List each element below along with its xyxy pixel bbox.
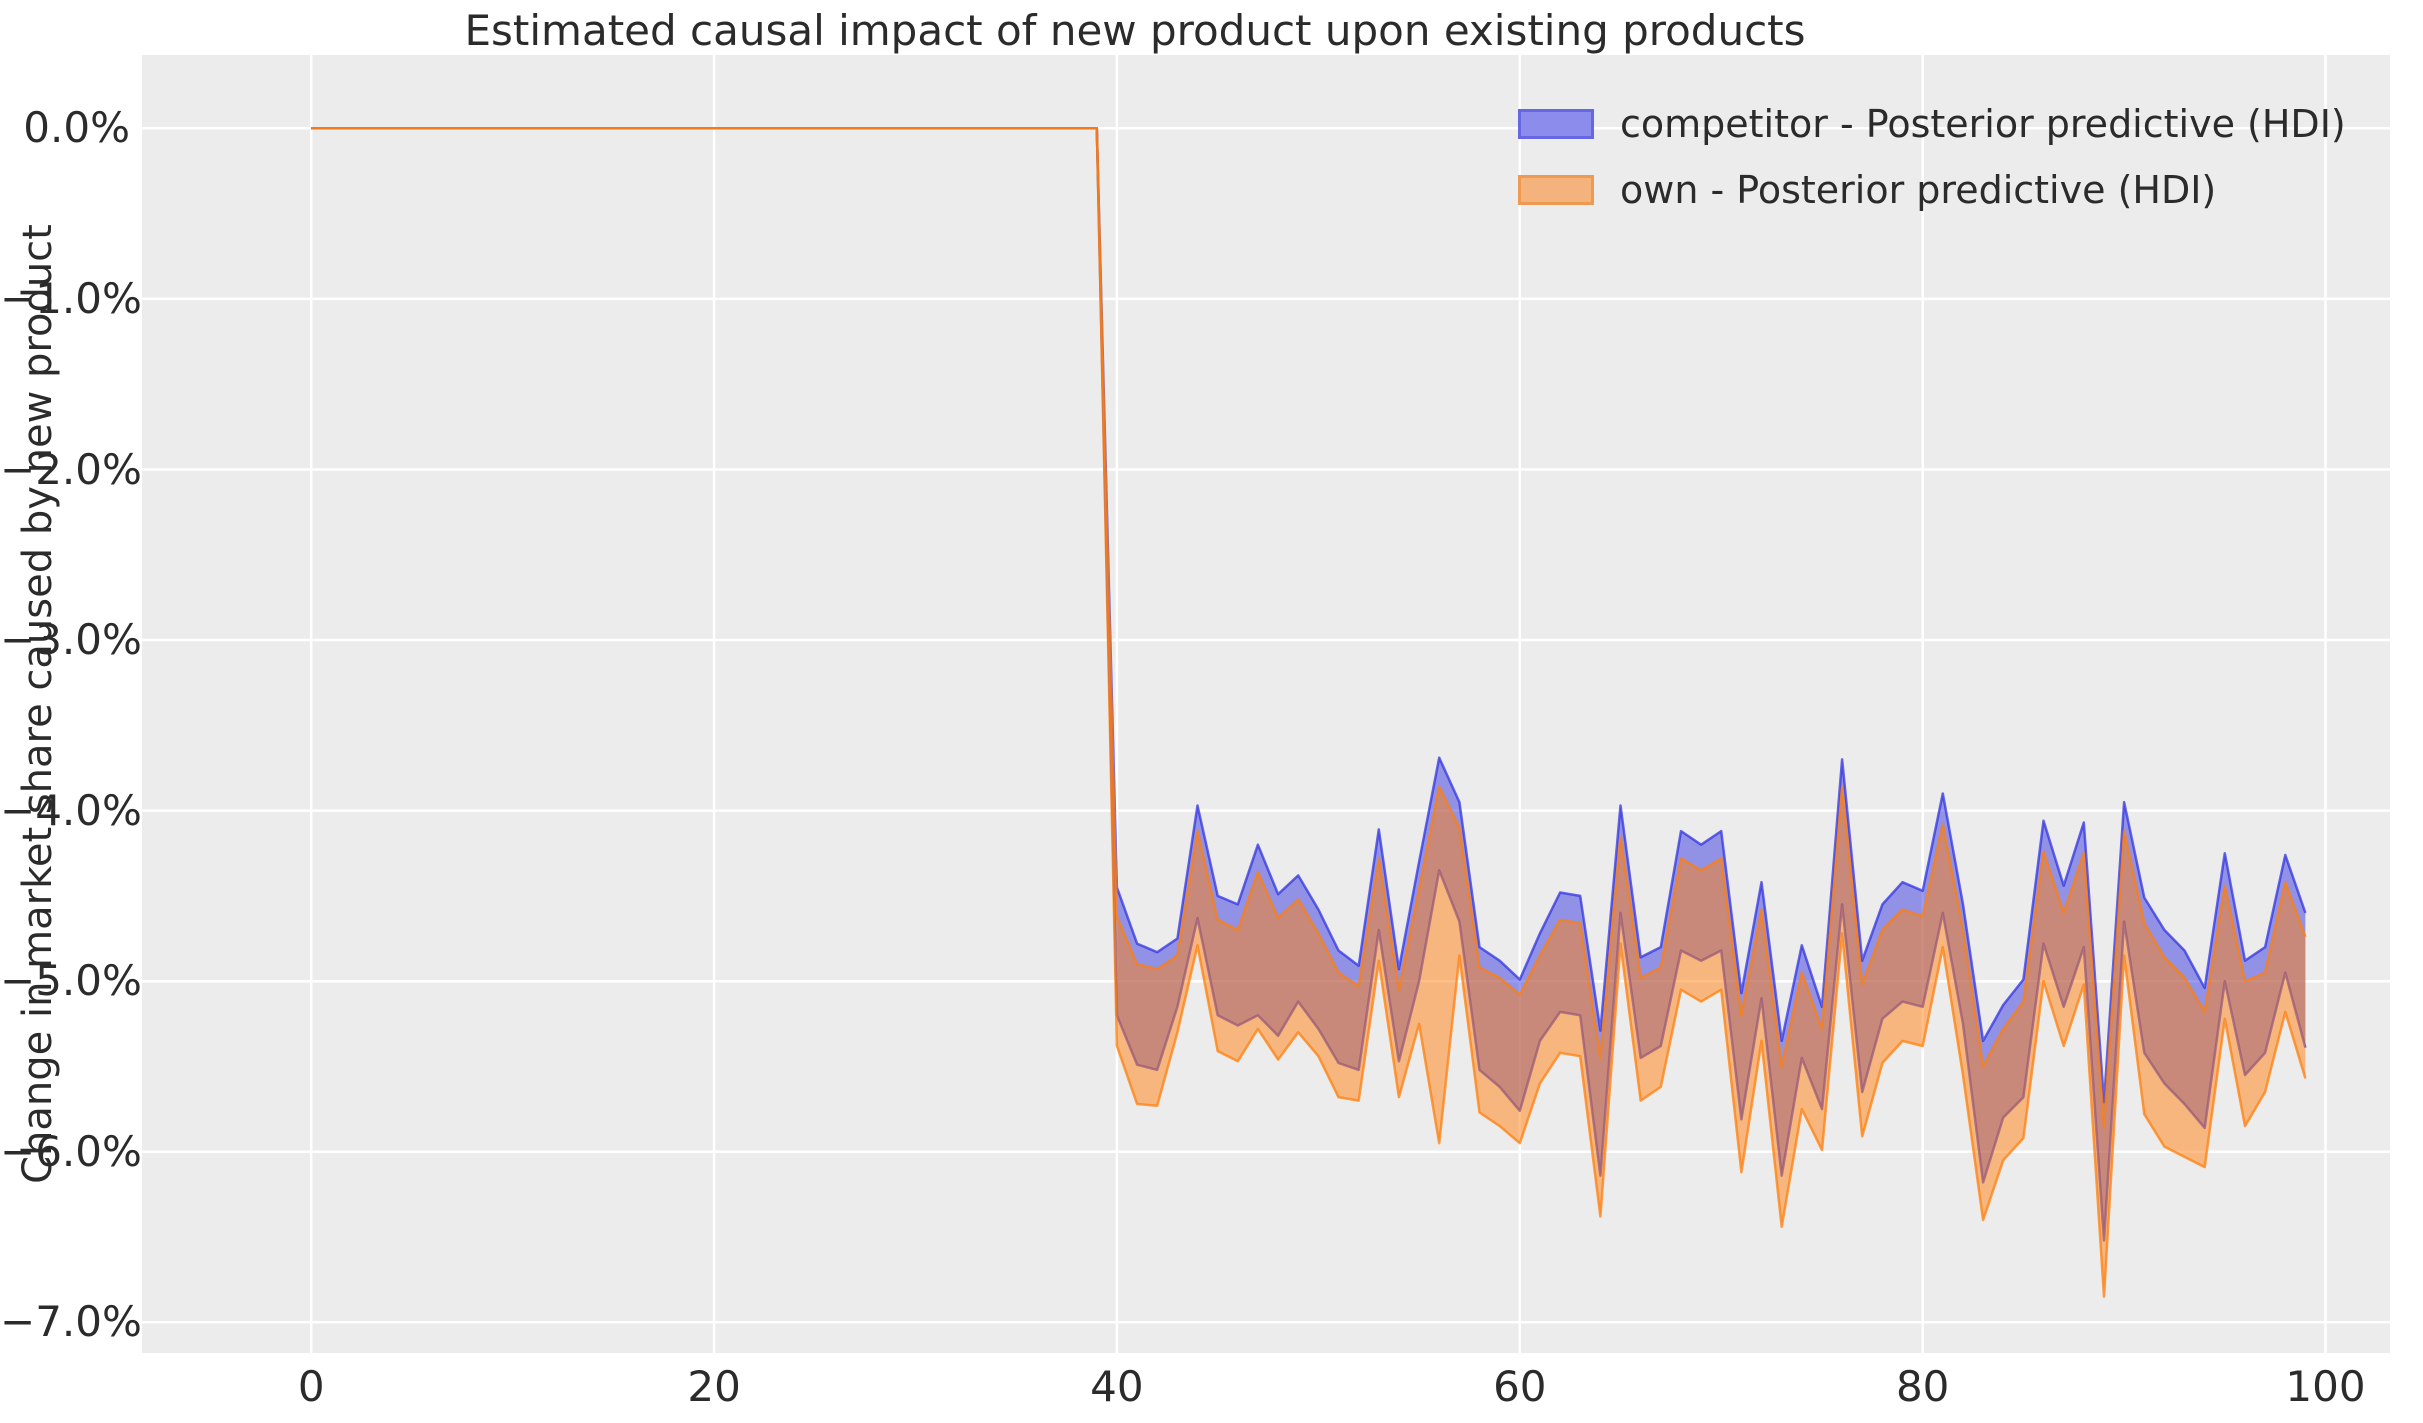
- y-tick-label: −1.0%: [0, 273, 142, 323]
- y-tick-label: −4.0%: [0, 785, 142, 835]
- y-tick-label: 0.0%: [23, 103, 130, 153]
- x-tick-label: 40: [1090, 1362, 1144, 1411]
- legend-swatch-competitor: [1518, 109, 1594, 139]
- chart-title: Estimated causal impact of new product u…: [464, 6, 1806, 55]
- legend-swatch-own: [1518, 175, 1594, 205]
- legend: competitor - Posterior predictive (HDI) …: [1518, 102, 2346, 212]
- y-axis-label: Change in market share caused by new pro…: [15, 224, 61, 1184]
- legend-item-competitor: competitor - Posterior predictive (HDI): [1518, 102, 2346, 146]
- x-tick-label: 80: [1895, 1362, 1950, 1411]
- hdi-lower-edge-own: [311, 127, 2307, 1298]
- plot-area: [142, 55, 2390, 1353]
- legend-item-own: own - Posterior predictive (HDI): [1518, 168, 2346, 212]
- legend-label-own: own - Posterior predictive (HDI): [1620, 168, 2217, 212]
- y-tick-label: −2.0%: [0, 444, 142, 494]
- y-tick-label: −6.0%: [0, 1126, 142, 1176]
- hdi-band-own: [311, 128, 2306, 1297]
- x-tick-label: 60: [1493, 1362, 1547, 1411]
- legend-label-competitor: competitor - Posterior predictive (HDI): [1620, 102, 2346, 146]
- y-tick-label: −5.0%: [0, 956, 142, 1006]
- x-tick-label: 0: [297, 1362, 325, 1411]
- y-tick-label: −3.0%: [0, 615, 142, 664]
- y-tick-label: −7.0%: [0, 1297, 142, 1347]
- x-tick-label: 100: [2285, 1362, 2366, 1411]
- x-tick-label: 20: [687, 1362, 741, 1411]
